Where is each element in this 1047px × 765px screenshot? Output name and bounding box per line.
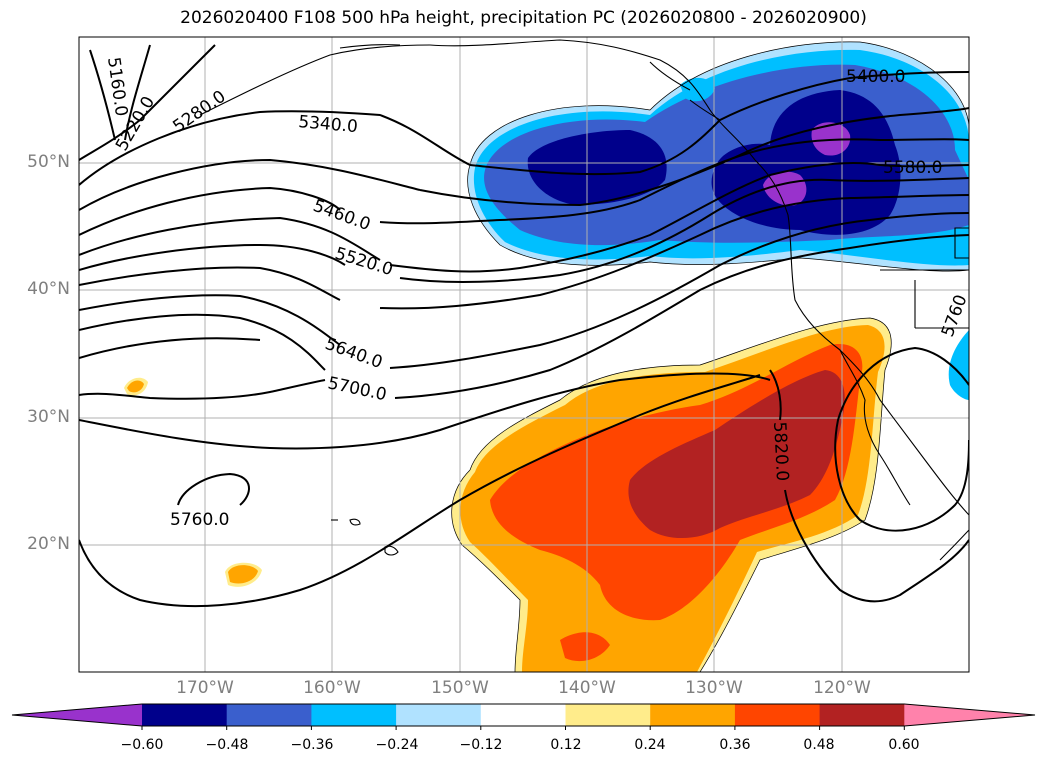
colorbar-tick: −0.12 [459, 737, 503, 753]
lat-label: 50°N [27, 152, 70, 172]
colorbar-tick: 0.24 [634, 737, 666, 753]
coastlines [199, 39, 969, 561]
contour-label: 5760.0 [170, 510, 229, 530]
colorbar-tick: 0.60 [888, 737, 920, 753]
contour-label: 5580.0 [883, 158, 942, 178]
colorbar-tick: −0.24 [375, 737, 419, 753]
lon-label: 140°W [558, 678, 616, 698]
colorbar-tick: 0.12 [550, 737, 582, 753]
colorbar-tick: −0.60 [120, 737, 164, 753]
map-title: 2026020400 F108 500 hPa height, precipit… [180, 8, 867, 28]
height-contours [79, 44, 969, 608]
contour-label: 5400.0 [846, 67, 905, 87]
colorbar-tick: −0.36 [290, 737, 334, 753]
lat-label: 40°N [27, 279, 70, 299]
lon-label: 120°W [813, 678, 871, 698]
lon-label: 150°W [431, 678, 489, 698]
lon-label: 130°W [685, 678, 743, 698]
colorbar-tick: 0.48 [803, 737, 835, 753]
lon-label: 160°W [303, 678, 361, 698]
negative-precip-area [467, 41, 969, 400]
contour-label: 5820.0 [769, 421, 792, 481]
lat-label: 30°N [27, 407, 70, 427]
lon-label: 170°W [176, 678, 234, 698]
colorbar-tick: −0.48 [205, 737, 249, 753]
lat-label: 20°N [27, 534, 70, 554]
colorbar-tick: 0.36 [719, 737, 751, 753]
